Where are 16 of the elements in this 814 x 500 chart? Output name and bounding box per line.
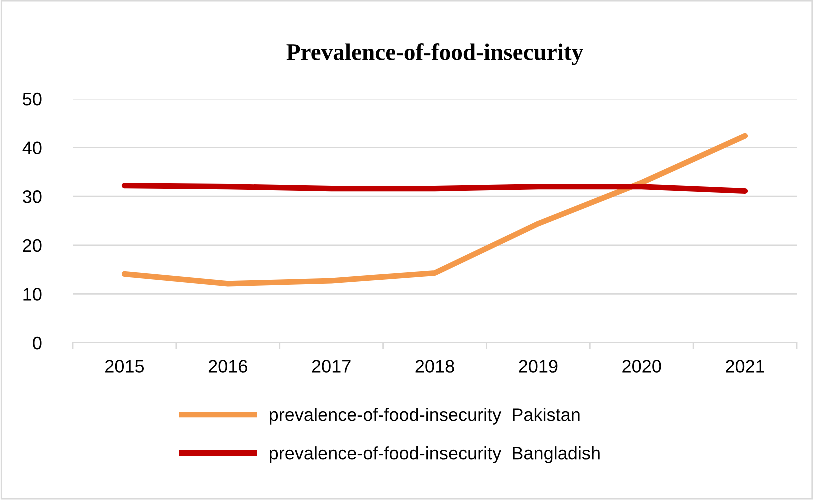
y-tick-label: 40: [22, 142, 42, 155]
y-tick-label: 30: [23, 190, 42, 204]
x-tick-label: 2020: [622, 360, 662, 373]
x-tick-label: 2015: [106, 360, 144, 373]
x-tick-label: 2017: [312, 360, 351, 373]
legend-label: prevalence-of-food-insecurity Bangladish: [270, 446, 600, 464]
y-tick-label: 20: [23, 239, 42, 252]
y-tick-label: 10: [24, 288, 42, 301]
legend-label: prevalence-of-food-insecurity Pakistan: [270, 408, 580, 425]
x-tick-label: 2016: [208, 360, 248, 373]
y-tick-label: 50: [23, 92, 42, 106]
chart-title: Prevalence-of-food-insecurity: [286, 43, 584, 66]
x-tick-label: 2019: [519, 360, 558, 373]
y-tick-label: 0: [33, 336, 42, 350]
x-tick-label: 2021: [726, 360, 764, 373]
x-tick-label: 2018: [416, 360, 454, 373]
